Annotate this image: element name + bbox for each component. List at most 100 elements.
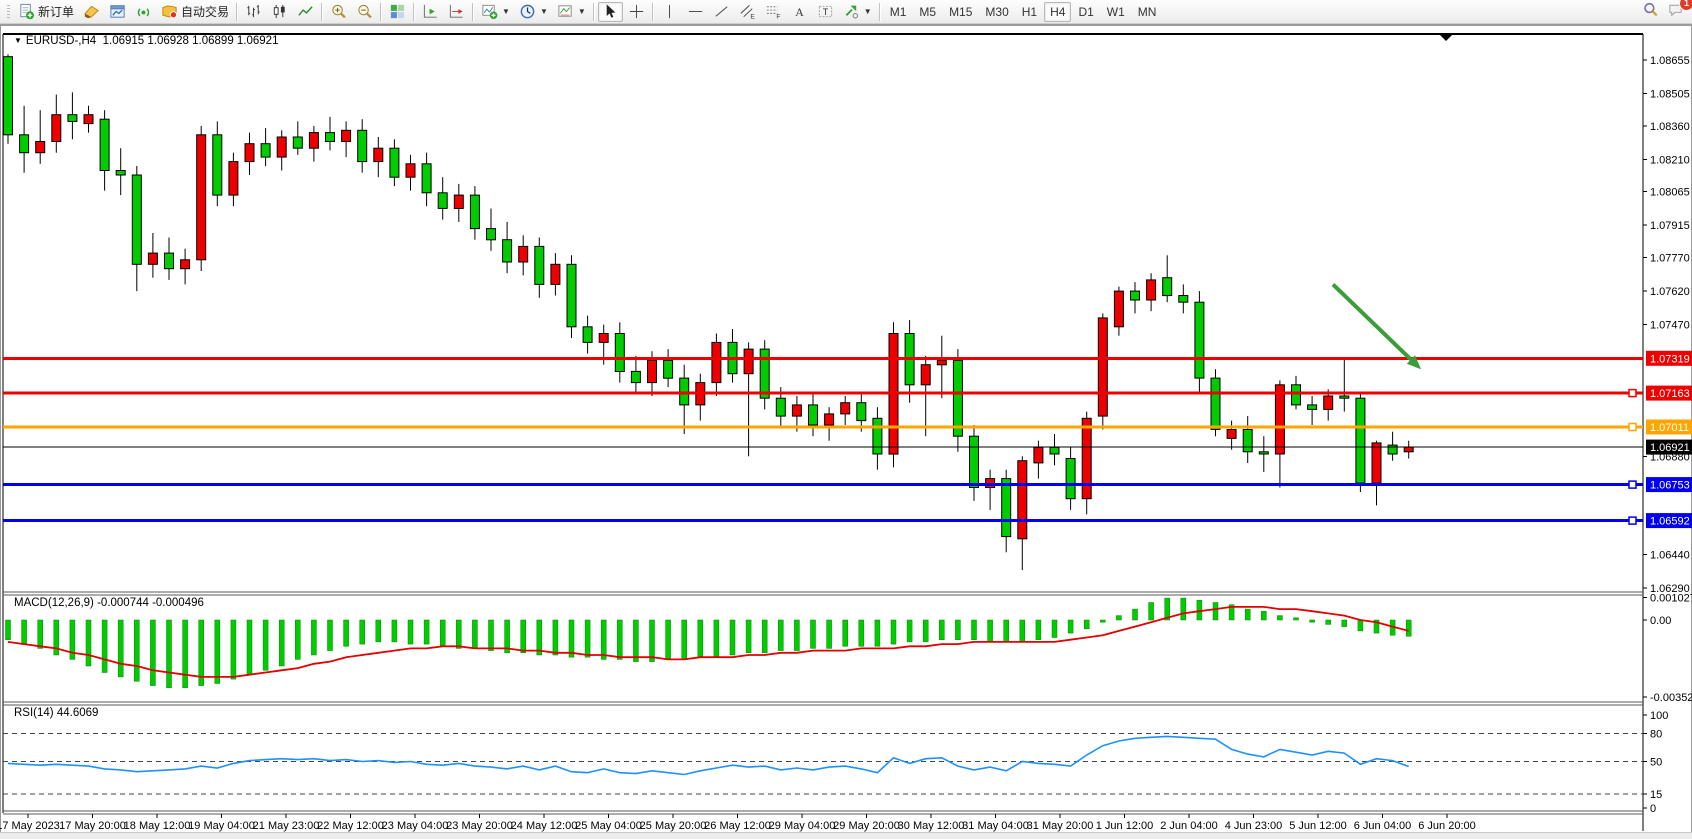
rsi-name: RSI(14) [14,707,54,719]
text-icon: A [791,3,808,20]
autotrade-button[interactable]: 自动交易 [157,2,233,22]
tf-m30-button[interactable]: M30 [979,2,1014,22]
svg-text:19 May 04:00: 19 May 04:00 [188,820,255,832]
svg-text:17 May 20:00: 17 May 20:00 [59,820,126,832]
line-chart-button[interactable] [293,2,318,22]
tf-mn-button[interactable]: MN [1132,2,1163,22]
notification-badge: 1 [1679,0,1692,11]
svg-text:0: 0 [1650,803,1656,815]
indicators-button[interactable]: ▼ [477,2,514,22]
svg-text:1.06921: 1.06921 [1650,442,1690,454]
tf-d1-button[interactable]: D1 [1072,2,1099,22]
candlestick-button[interactable] [267,2,292,22]
svg-text:E: E [750,14,755,20]
svg-text:1.07470: 1.07470 [1650,320,1690,332]
macd-signal-line [7,606,1409,678]
svg-text:1.08505: 1.08505 [1650,89,1690,101]
svg-text:1.07163: 1.07163 [1650,388,1690,400]
svg-text:6 Jun 20:00: 6 Jun 20:00 [1418,820,1476,832]
svg-text:21 May 23:00: 21 May 23:00 [253,820,320,832]
chart-title: ▼ EURUSD-,H4 1.06915 1.06928 1.06899 1.06… [14,35,278,47]
styler-button[interactable] [79,2,104,22]
signals-button[interactable] [131,2,156,22]
periods-button[interactable]: ▼ [515,2,552,22]
svg-text:1.08360: 1.08360 [1650,121,1690,133]
auto-scroll-button[interactable] [418,2,443,22]
svg-text:80: 80 [1650,729,1662,741]
new-order-button[interactable]: 新订单 [14,2,78,22]
vline-button[interactable] [657,2,682,22]
rsi-value: 44.6069 [56,707,99,719]
macd-indicator-label: MACD(12,26,9) -0.000744 -0.000496 [14,597,204,609]
svg-text:1.06592: 1.06592 [1650,516,1690,528]
svg-text:22 May 12:00: 22 May 12:00 [317,820,384,832]
svg-text:25 May 20:00: 25 May 20:00 [640,820,707,832]
signal-icon [135,3,152,20]
tf-w1-button[interactable]: W1 [1101,2,1131,22]
indicators-icon [481,3,498,20]
zoom-in-icon [330,3,347,20]
svg-text:4 Jun 23:00: 4 Jun 23:00 [1225,820,1283,832]
macd-values: -0.000744 -0.000496 [97,597,204,609]
svg-text:24 May 12:00: 24 May 12:00 [511,820,578,832]
chart-shift-button[interactable] [444,2,469,22]
tf-h4-button[interactable]: H4 [1044,1,1072,22]
shapes-button[interactable]: ▼ [839,2,876,22]
cursor-button[interactable] [597,1,623,22]
svg-text:0.001027: 0.001027 [1650,593,1692,605]
svg-text:17 May 2023: 17 May 2023 [0,820,60,832]
svg-text:-0.00352: -0.00352 [1650,692,1692,704]
svg-text:29 May 04:00: 29 May 04:00 [769,820,836,832]
svg-text:1.06440: 1.06440 [1650,550,1690,562]
svg-text:F: F [776,14,780,20]
chart-window: 1.08655 1.08505 1.08360 1.08210 1.08065 1.079… [0,24,1692,839]
template-icon [557,3,574,20]
open-chart-button[interactable] [105,2,130,22]
templates-button[interactable]: ▼ [553,2,590,22]
chart-shift-icon [448,3,465,20]
fibonacci-button[interactable]: F [761,2,786,22]
chart-shift-marker [1440,35,1452,41]
hline-button[interactable] [683,2,708,22]
bar-chart-button[interactable] [241,2,266,22]
svg-text:6 Jun 04:00: 6 Jun 04:00 [1354,820,1412,832]
zoom-in-button[interactable] [326,2,351,22]
svg-text:25 May 04:00: 25 May 04:00 [575,820,642,832]
tf-m5-button[interactable]: M5 [913,2,942,22]
svg-text:1.08210: 1.08210 [1650,154,1690,166]
horizontal-line-icon [687,3,704,20]
label-button[interactable]: T [813,2,838,22]
crosshair-icon [628,3,645,20]
chart-title-symbol: EURUSD-,H4 [25,35,97,47]
tile-windows-button[interactable] [385,2,410,22]
crosshair-button[interactable] [624,2,649,22]
down-arrow-annotation [1331,282,1421,370]
channel-button[interactable]: E [735,2,760,22]
svg-text:50: 50 [1650,757,1662,769]
toolbar-separator [321,2,323,21]
tf-m15-button[interactable]: M15 [943,2,978,22]
chevron-down-icon: ▼ [863,7,872,16]
svg-text:T: T [823,7,829,17]
search-button[interactable] [1638,0,1663,20]
vertical-line-icon [661,3,678,20]
svg-text:2 Jun 04:00: 2 Jun 04:00 [1160,820,1218,832]
svg-text:1.07319: 1.07319 [1650,353,1690,365]
trendline-button[interactable] [709,2,734,22]
chart-dropdown-icon[interactable]: ▼ [14,36,22,45]
text-button[interactable]: A [787,2,812,22]
tf-h1-button[interactable]: H1 [1016,2,1043,22]
toolbar-separator [380,2,382,21]
chart-canvas[interactable]: 1.08655 1.08505 1.08360 1.08210 1.08065 1.079… [0,25,1692,839]
zoom-out-button[interactable] [352,2,377,22]
brush-icon [83,3,100,20]
chevron-down-icon: ▼ [539,7,548,16]
svg-text:1.07915: 1.07915 [1650,220,1690,232]
svg-text:A: A [795,5,804,19]
toolbar-separator [592,2,594,21]
svg-text:1.07770: 1.07770 [1650,253,1690,265]
tf-m1-button[interactable]: M1 [884,2,913,22]
chart-title-ohlc: 1.06915 1.06928 1.06899 1.06921 [102,35,279,47]
svg-text:5 Jun 12:00: 5 Jun 12:00 [1289,820,1347,832]
